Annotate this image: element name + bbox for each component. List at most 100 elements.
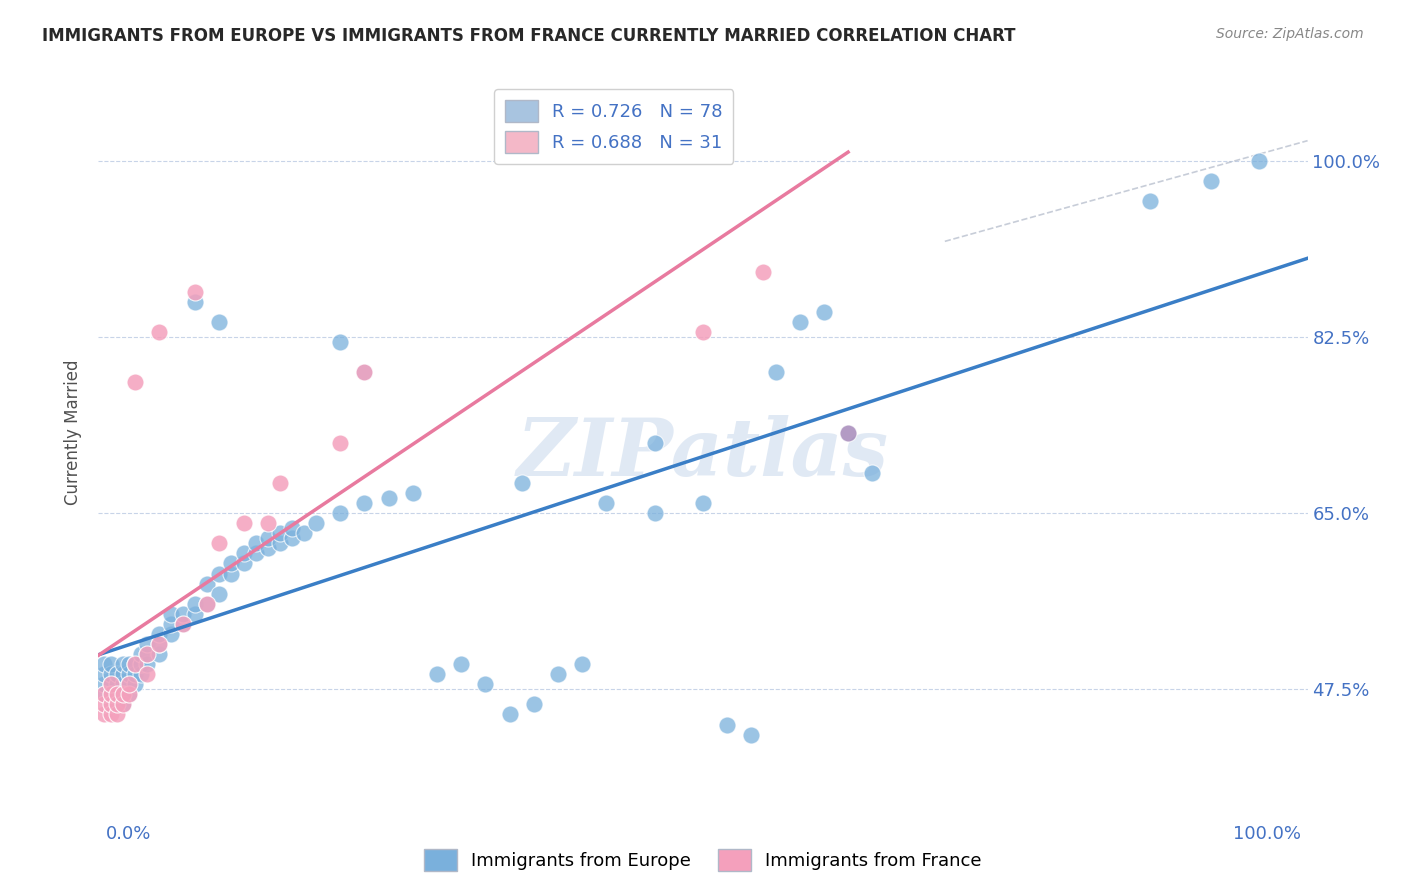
Point — [93, 698, 115, 712]
Point — [100, 687, 122, 701]
Point — [426, 667, 449, 681]
Point — [105, 698, 128, 712]
Point — [595, 496, 617, 510]
Point — [1139, 194, 1161, 208]
Point — [195, 576, 218, 591]
Point — [105, 677, 128, 691]
Point — [129, 667, 152, 681]
Point — [124, 667, 146, 681]
Point — [105, 687, 128, 701]
Point — [716, 717, 738, 731]
Point — [172, 616, 194, 631]
Point — [232, 546, 254, 560]
Point — [329, 334, 352, 349]
Point — [129, 657, 152, 672]
Point — [692, 325, 714, 339]
Point — [160, 616, 183, 631]
Point — [111, 698, 134, 712]
Point — [118, 677, 141, 691]
Point — [329, 506, 352, 520]
Point — [765, 365, 787, 379]
Point — [124, 677, 146, 691]
Point — [232, 557, 254, 571]
Point — [135, 667, 157, 681]
Point — [208, 315, 231, 329]
Point — [752, 264, 775, 278]
Point — [124, 376, 146, 390]
Point — [172, 607, 194, 621]
Point — [105, 687, 128, 701]
Point — [245, 546, 267, 560]
Legend: R = 0.726   N = 78, R = 0.688   N = 31: R = 0.726 N = 78, R = 0.688 N = 31 — [495, 89, 734, 164]
Point — [644, 435, 666, 450]
Point — [111, 698, 134, 712]
Point — [93, 707, 115, 722]
Point — [100, 707, 122, 722]
Point — [135, 637, 157, 651]
Point — [148, 627, 170, 641]
Point — [256, 516, 278, 531]
Point — [111, 667, 134, 681]
Point — [135, 657, 157, 672]
Legend: Immigrants from Europe, Immigrants from France: Immigrants from Europe, Immigrants from … — [418, 842, 988, 879]
Text: 100.0%: 100.0% — [1233, 825, 1301, 843]
Point — [135, 647, 157, 661]
Point — [510, 475, 533, 490]
Point — [329, 435, 352, 450]
Point — [1249, 153, 1271, 168]
Point — [692, 496, 714, 510]
Point — [208, 536, 231, 550]
Point — [124, 657, 146, 672]
Point — [523, 698, 546, 712]
Point — [184, 607, 207, 621]
Point — [281, 532, 304, 546]
Point — [118, 677, 141, 691]
Point — [93, 677, 115, 691]
Point — [498, 707, 520, 722]
Point — [402, 486, 425, 500]
Point — [232, 516, 254, 531]
Point — [111, 677, 134, 691]
Point — [269, 526, 291, 541]
Point — [256, 532, 278, 546]
Point — [1199, 174, 1222, 188]
Point — [208, 587, 231, 601]
Text: 0.0%: 0.0% — [105, 825, 150, 843]
Text: ZIPatlas: ZIPatlas — [517, 415, 889, 492]
Point — [160, 607, 183, 621]
Point — [184, 285, 207, 299]
Point — [100, 677, 122, 691]
Point — [93, 667, 115, 681]
Point — [195, 597, 218, 611]
Point — [100, 667, 122, 681]
Point — [93, 687, 115, 701]
Point — [100, 698, 122, 712]
Point — [111, 657, 134, 672]
Point — [571, 657, 593, 672]
Point — [172, 616, 194, 631]
Point — [148, 637, 170, 651]
Point — [860, 466, 883, 480]
Point — [245, 536, 267, 550]
Point — [184, 597, 207, 611]
Point — [124, 657, 146, 672]
Point — [221, 557, 243, 571]
Point — [208, 566, 231, 581]
Point — [281, 521, 304, 535]
Point — [256, 541, 278, 556]
Point — [221, 566, 243, 581]
Text: IMMIGRANTS FROM EUROPE VS IMMIGRANTS FROM FRANCE CURRENTLY MARRIED CORRELATION C: IMMIGRANTS FROM EUROPE VS IMMIGRANTS FRO… — [42, 27, 1015, 45]
Point — [148, 647, 170, 661]
Point — [377, 491, 399, 505]
Point — [93, 687, 115, 701]
Point — [547, 667, 569, 681]
Point — [789, 315, 811, 329]
Point — [450, 657, 472, 672]
Text: Source: ZipAtlas.com: Source: ZipAtlas.com — [1216, 27, 1364, 41]
Point — [100, 698, 122, 712]
Point — [111, 687, 134, 701]
Point — [148, 637, 170, 651]
Point — [118, 657, 141, 672]
Point — [105, 698, 128, 712]
Point — [100, 657, 122, 672]
